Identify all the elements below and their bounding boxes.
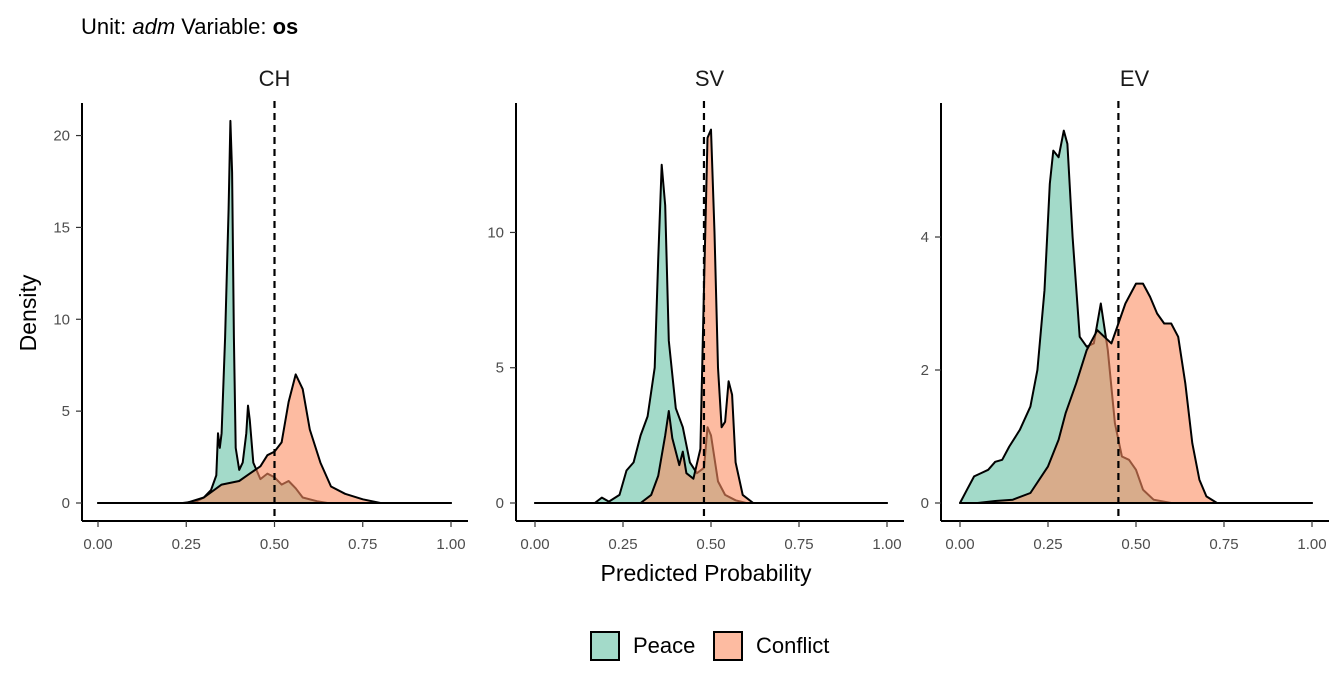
legend-swatch-peace (590, 631, 620, 661)
x-tick-label-ch: 0.75 (348, 536, 377, 553)
x-axis-title: Predicted Probability (601, 560, 812, 586)
density-conflict-sv (534, 128, 888, 504)
x-tick-label-sv: 0.75 (784, 536, 813, 553)
y-tick-label-ch: 15 (53, 219, 70, 236)
x-tick-label-sv: 0.50 (696, 536, 725, 553)
y-tick-label-ch: 0 (62, 495, 70, 512)
panel-title-ev: EV (1120, 66, 1150, 91)
y-axis-title: Density (15, 274, 41, 351)
x-tick-label-ev: 0.25 (1033, 536, 1062, 553)
x-tick-label-sv: 0.25 (608, 536, 637, 553)
y-tick-label-ev: 4 (921, 229, 929, 246)
title-prefix: Unit: (81, 14, 132, 39)
legend: Peace Conflict (590, 631, 829, 661)
density-conflict-ev (959, 282, 1313, 504)
y-tick-label-ev: 2 (921, 362, 929, 379)
legend-label-conflict: Conflict (756, 633, 829, 658)
panel-sv: SV 0.00 0.25 0.50 0.75 1.00 0 5 10 (487, 66, 904, 553)
x-tick-label-ch: 0.25 (172, 536, 201, 553)
x-tick-label-ev: 0.75 (1209, 536, 1238, 553)
y-tick-label-ev: 0 (921, 495, 929, 512)
plot-title: Unit: adm Variable: os (81, 14, 298, 39)
x-tick-label-ev: 0.50 (1121, 536, 1150, 553)
y-tick-label-ch: 5 (62, 403, 70, 420)
y-tick-label-ch: 20 (53, 128, 70, 145)
title-unit: adm (132, 14, 175, 39)
panel-title-ch: CH (259, 66, 291, 91)
x-tick-label-sv: 0.00 (520, 536, 549, 553)
panel-ch: CH 0.00 0.25 0.50 0.75 1.00 0 5 10 15 20 (53, 66, 468, 553)
x-tick-label-ev: 0.00 (945, 536, 974, 553)
legend-item-peace: Peace (590, 631, 695, 661)
panel-ev: EV 0.00 0.25 0.50 0.75 1.00 0 2 4 (921, 66, 1329, 553)
panel-title-sv: SV (695, 66, 725, 91)
legend-label-peace: Peace (633, 633, 695, 658)
y-tick-label-sv: 0 (496, 495, 504, 512)
y-tick-label-sv: 10 (487, 224, 504, 241)
x-tick-label-sv: 1.00 (872, 536, 901, 553)
legend-item-conflict: Conflict (713, 631, 829, 661)
y-tick-label-sv: 5 (496, 360, 504, 377)
x-tick-label-ch: 0.50 (260, 536, 289, 553)
title-middle: Variable: (175, 14, 272, 39)
x-tick-label-ch: 0.00 (83, 536, 112, 553)
legend-swatch-conflict (713, 631, 743, 661)
x-tick-label-ch: 1.00 (436, 536, 465, 553)
title-variable: os (273, 14, 299, 39)
y-tick-label-ch: 10 (53, 311, 70, 328)
x-tick-label-ev: 1.00 (1297, 536, 1326, 553)
